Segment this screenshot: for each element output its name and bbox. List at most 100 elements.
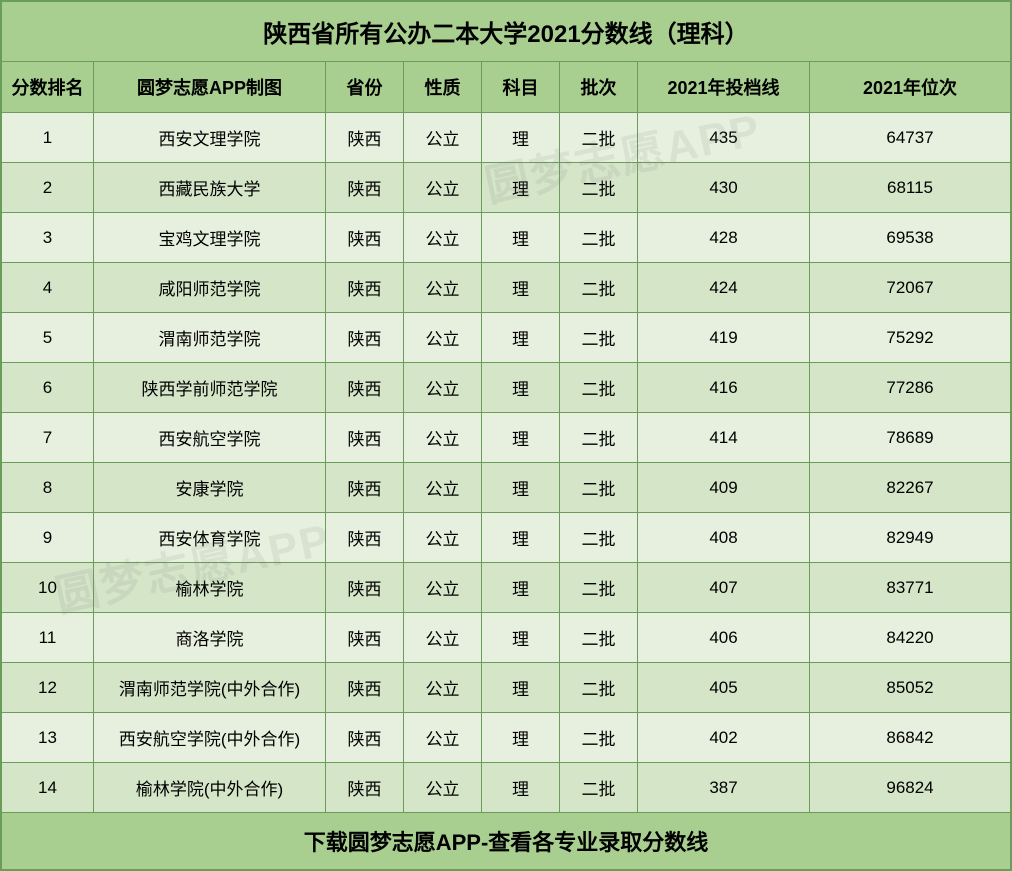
cell-school: 西安体育学院 [94, 513, 326, 562]
cell-rank: 4 [2, 263, 94, 312]
table-footer: 下载圆梦志愿APP-查看各专业录取分数线 [2, 813, 1010, 869]
cell-score: 407 [638, 563, 810, 612]
cell-rank: 2 [2, 163, 94, 212]
cell-batch: 二批 [560, 763, 638, 812]
cell-nature: 公立 [404, 363, 482, 412]
cell-school: 陕西学前师范学院 [94, 363, 326, 412]
cell-nature: 公立 [404, 313, 482, 362]
cell-school: 渭南师范学院 [94, 313, 326, 362]
cell-school: 安康学院 [94, 463, 326, 512]
table-row: 11商洛学院陕西公立理二批40684220 [2, 613, 1010, 663]
cell-score: 428 [638, 213, 810, 262]
cell-subject: 理 [482, 413, 560, 462]
cell-subject: 理 [482, 463, 560, 512]
cell-batch: 二批 [560, 413, 638, 462]
table-row: 1西安文理学院陕西公立理二批43564737 [2, 113, 1010, 163]
cell-rankpos: 84220 [810, 613, 1010, 662]
cell-rankpos: 77286 [810, 363, 1010, 412]
cell-school: 西藏民族大学 [94, 163, 326, 212]
cell-province: 陕西 [326, 663, 404, 712]
table-row: 9西安体育学院陕西公立理二批40882949 [2, 513, 1010, 563]
cell-rankpos: 75292 [810, 313, 1010, 362]
cell-rank: 8 [2, 463, 94, 512]
table-row: 3宝鸡文理学院陕西公立理二批42869538 [2, 213, 1010, 263]
cell-subject: 理 [482, 663, 560, 712]
cell-rank: 3 [2, 213, 94, 262]
cell-nature: 公立 [404, 213, 482, 262]
col-header-school: 圆梦志愿APP制图 [94, 62, 326, 112]
cell-province: 陕西 [326, 213, 404, 262]
cell-school: 西安航空学院 [94, 413, 326, 462]
table-row: 12渭南师范学院(中外合作)陕西公立理二批40585052 [2, 663, 1010, 713]
score-table: 陕西省所有公办二本大学2021分数线（理科） 分数排名 圆梦志愿APP制图 省份… [0, 0, 1012, 871]
cell-province: 陕西 [326, 263, 404, 312]
cell-batch: 二批 [560, 613, 638, 662]
cell-score: 430 [638, 163, 810, 212]
cell-province: 陕西 [326, 763, 404, 812]
cell-rank: 14 [2, 763, 94, 812]
cell-batch: 二批 [560, 113, 638, 162]
cell-score: 406 [638, 613, 810, 662]
cell-batch: 二批 [560, 363, 638, 412]
cell-score: 387 [638, 763, 810, 812]
table-row: 13西安航空学院(中外合作)陕西公立理二批40286842 [2, 713, 1010, 763]
cell-batch: 二批 [560, 263, 638, 312]
cell-score: 424 [638, 263, 810, 312]
cell-subject: 理 [482, 613, 560, 662]
cell-rankpos: 96824 [810, 763, 1010, 812]
cell-province: 陕西 [326, 313, 404, 362]
cell-nature: 公立 [404, 413, 482, 462]
cell-nature: 公立 [404, 613, 482, 662]
cell-rankpos: 82267 [810, 463, 1010, 512]
table-row: 6陕西学前师范学院陕西公立理二批41677286 [2, 363, 1010, 413]
cell-rank: 13 [2, 713, 94, 762]
cell-school: 榆林学院 [94, 563, 326, 612]
table-row: 10榆林学院陕西公立理二批40783771 [2, 563, 1010, 613]
table-title: 陕西省所有公办二本大学2021分数线（理科） [2, 2, 1010, 62]
cell-rank: 10 [2, 563, 94, 612]
cell-subject: 理 [482, 713, 560, 762]
cell-school: 商洛学院 [94, 613, 326, 662]
table-row: 7西安航空学院陕西公立理二批41478689 [2, 413, 1010, 463]
cell-rankpos: 72067 [810, 263, 1010, 312]
table-row: 2西藏民族大学陕西公立理二批43068115 [2, 163, 1010, 213]
cell-nature: 公立 [404, 163, 482, 212]
cell-score: 435 [638, 113, 810, 162]
cell-rankpos: 78689 [810, 413, 1010, 462]
cell-nature: 公立 [404, 663, 482, 712]
cell-rankpos: 86842 [810, 713, 1010, 762]
cell-rankpos: 85052 [810, 663, 1010, 712]
cell-score: 414 [638, 413, 810, 462]
cell-subject: 理 [482, 113, 560, 162]
cell-batch: 二批 [560, 663, 638, 712]
cell-rankpos: 68115 [810, 163, 1010, 212]
cell-score: 409 [638, 463, 810, 512]
table-row: 4咸阳师范学院陕西公立理二批42472067 [2, 263, 1010, 313]
cell-rank: 9 [2, 513, 94, 562]
cell-school: 咸阳师范学院 [94, 263, 326, 312]
cell-subject: 理 [482, 363, 560, 412]
cell-province: 陕西 [326, 113, 404, 162]
cell-score: 405 [638, 663, 810, 712]
cell-school: 西安航空学院(中外合作) [94, 713, 326, 762]
cell-rankpos: 82949 [810, 513, 1010, 562]
cell-school: 西安文理学院 [94, 113, 326, 162]
cell-province: 陕西 [326, 163, 404, 212]
cell-score: 402 [638, 713, 810, 762]
cell-subject: 理 [482, 163, 560, 212]
col-header-batch: 批次 [560, 62, 638, 112]
cell-nature: 公立 [404, 713, 482, 762]
cell-school: 渭南师范学院(中外合作) [94, 663, 326, 712]
cell-nature: 公立 [404, 463, 482, 512]
cell-subject: 理 [482, 563, 560, 612]
cell-rank: 1 [2, 113, 94, 162]
col-header-province: 省份 [326, 62, 404, 112]
col-header-score: 2021年投档线 [638, 62, 810, 112]
cell-rank: 6 [2, 363, 94, 412]
col-header-rankpos: 2021年位次 [810, 62, 1010, 112]
cell-subject: 理 [482, 313, 560, 362]
cell-province: 陕西 [326, 413, 404, 462]
cell-score: 408 [638, 513, 810, 562]
cell-batch: 二批 [560, 513, 638, 562]
cell-subject: 理 [482, 213, 560, 262]
